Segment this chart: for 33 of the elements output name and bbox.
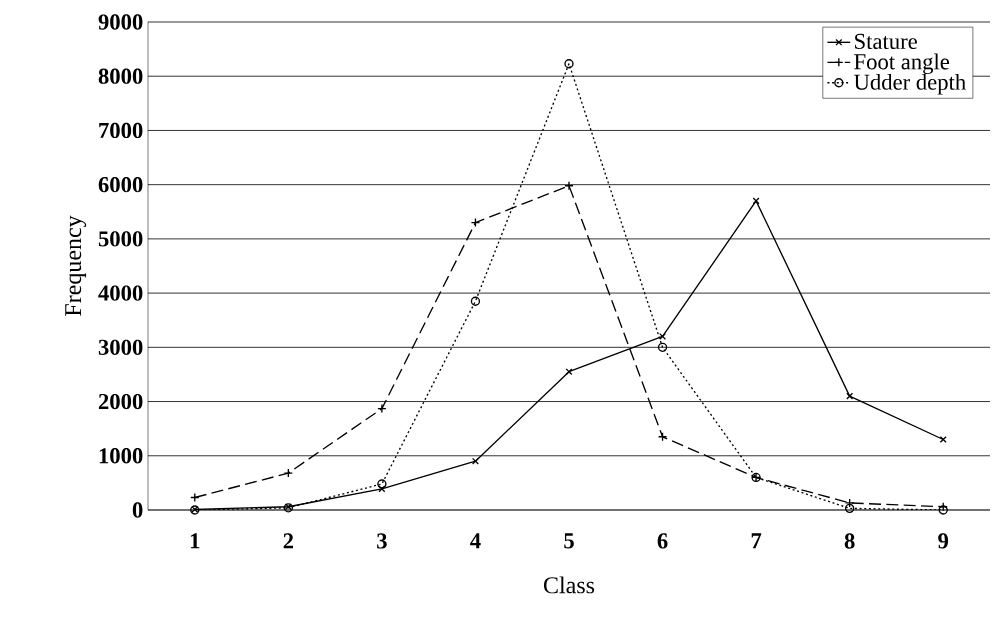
x-axis-title: Class xyxy=(543,576,595,594)
x-tick-label: 6 xyxy=(657,533,668,549)
y-tick-label: 9000 xyxy=(98,14,143,30)
point xyxy=(565,368,573,376)
x-tick-label: 1 xyxy=(190,533,200,549)
x-tick-label: 9 xyxy=(938,533,949,549)
legend-label: Stature xyxy=(855,33,917,50)
point xyxy=(471,457,479,465)
point xyxy=(846,392,854,400)
x-tick-label: 2 xyxy=(283,533,294,549)
point xyxy=(939,436,947,443)
x-tick-label: 7 xyxy=(751,533,762,549)
y-tick-label: 3000 xyxy=(98,339,143,355)
point xyxy=(377,479,387,489)
x-tick-label: 5 xyxy=(564,533,574,549)
point xyxy=(470,296,481,306)
x-tick-label: 8 xyxy=(844,533,855,549)
y-tick-label: 5000 xyxy=(98,231,143,247)
x-tick-label: 4 xyxy=(470,533,481,549)
y-tick-label: 4000 xyxy=(98,285,143,301)
legend-label: Foot angle xyxy=(854,53,950,75)
y-tick-label: 0 xyxy=(132,502,143,518)
y-axis-title: Frequency xyxy=(65,215,87,316)
y-tick-label: 7000 xyxy=(99,122,143,139)
point xyxy=(657,342,668,352)
y-tick-label: 1000 xyxy=(99,448,143,464)
point xyxy=(844,503,855,514)
y-tick-label: 8000 xyxy=(98,68,143,84)
legend-label: Udder depth xyxy=(854,73,966,95)
point xyxy=(564,59,574,69)
y-tick-label: 2000 xyxy=(98,393,143,410)
x-tick-label: 3 xyxy=(377,533,387,549)
y-tick-label: 6000 xyxy=(98,177,143,193)
